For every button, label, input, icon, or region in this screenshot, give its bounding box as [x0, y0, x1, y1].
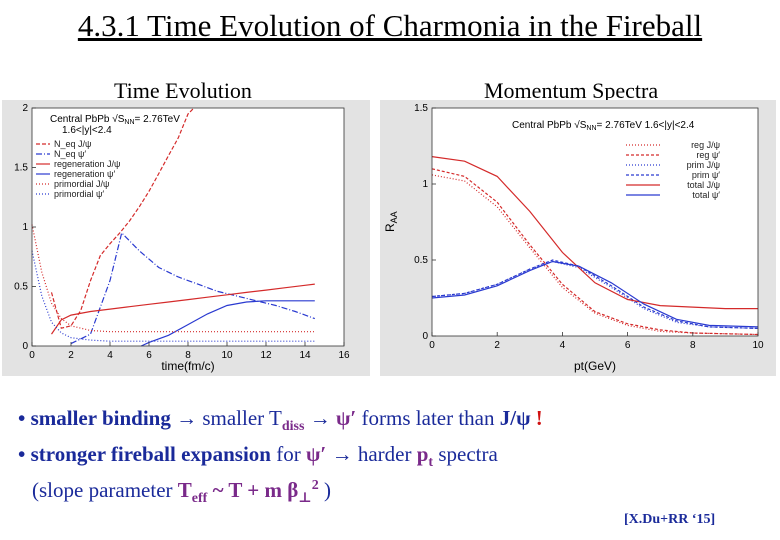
- bullet-binding: • smaller binding → smaller Tdiss → ψ′ f…: [18, 406, 543, 435]
- slide-title: 4.3.1 Time Evolution of Charmonia in the…: [77, 8, 703, 43]
- legend-label-2: regeneration J/ψ: [54, 159, 120, 169]
- legend-label-1: reg ψ′: [696, 150, 720, 160]
- legend-header: Central PbPb √SNN= 2.76TeV: [50, 113, 180, 126]
- time-evolution-panel: 0 2 4 6 8 10 12 14 16 0 0.5 1 1.5 2 time(fm/c) Centra…: [2, 100, 370, 376]
- x-tick-label: 4: [560, 340, 566, 351]
- series-line-2: [51, 283, 315, 335]
- series-line-5: [31, 250, 315, 342]
- x-tick-label: 8: [690, 340, 696, 351]
- x-tick-label: 8: [185, 350, 191, 361]
- series-line-4: [431, 156, 758, 310]
- series-line-3: [431, 259, 759, 329]
- y-tick-label: 1.5: [414, 103, 428, 114]
- momentum-spectra-chart: 0 2 4 6 8 10 0 0.5 1 1.5 RAA pt(GeV) Central PbPb…: [383, 103, 764, 373]
- time-evolution-chart: 0 2 4 6 8 10 12 14 16 0 0.5 1 1.5 2 time(fm/c) Centra…: [14, 103, 350, 373]
- x-tick-label: 6: [146, 350, 152, 361]
- x-tick-label: 0: [29, 350, 35, 361]
- x-tick-label: 0: [429, 340, 435, 351]
- x-axis-label: pt(GeV): [574, 359, 616, 373]
- x-tick-label: 12: [260, 350, 272, 361]
- legend-label-5: total ψ′: [692, 190, 720, 200]
- series-line-0: [50, 107, 195, 329]
- legend-label-5: primordial ψ′: [54, 189, 104, 199]
- reference-citation: [X.Du+RR ‘15]: [624, 512, 716, 527]
- x-tick-label: 4: [107, 350, 113, 361]
- legend-label-0: reg J/ψ: [691, 140, 720, 150]
- y-tick-label: 1.5: [14, 163, 28, 174]
- y-tick-label: 0.5: [414, 255, 428, 266]
- x-tick-label: 2: [494, 340, 500, 351]
- series-line-5: [431, 260, 759, 328]
- y-tick-label: 1: [22, 222, 28, 233]
- y-tick-label: 2: [22, 103, 28, 114]
- bullet-slope-parameter: (slope parameter Teff ~ T + m β⊥2 ): [32, 478, 331, 507]
- bullet-expansion: • stronger fireball expansion for ψ′ → h…: [18, 442, 498, 471]
- legend-header-rapidity: 1.6<|y|<2.4: [62, 125, 112, 136]
- legend-label-2: prim J/ψ: [687, 160, 720, 170]
- momentum-spectra-panel: 0 2 4 6 8 10 0 0.5 1 1.5 RAA pt(GeV) Central PbPb…: [380, 100, 776, 376]
- y-axis-label: RAA: [383, 211, 399, 232]
- series-line-1: [431, 168, 759, 336]
- y-tick-label: 1: [422, 179, 428, 190]
- legend-label-3: prim ψ′: [692, 170, 720, 180]
- series-line-1: [70, 231, 316, 345]
- legend-label-0: N_eq J/ψ: [54, 139, 91, 149]
- legend-header: Central PbPb √SNN= 2.76TeV 1.6<|y|<2.4: [512, 119, 695, 132]
- legend-label-3: regeneration ψ′: [54, 169, 115, 179]
- plot-area: [32, 108, 344, 346]
- x-tick-label: 14: [299, 350, 311, 361]
- y-tick-label: 0.5: [14, 282, 28, 293]
- y-tick-label: 0: [22, 341, 28, 352]
- x-tick-label: 6: [625, 340, 631, 351]
- legend-label-1: N_eq ψ′: [54, 149, 86, 159]
- x-tick-label: 16: [338, 350, 350, 361]
- y-tick-label: 0: [422, 331, 428, 342]
- plot-area: [432, 108, 758, 336]
- right-plot-heading: Momentum Spectra: [484, 78, 659, 103]
- left-plot-heading: Time Evolution: [114, 78, 252, 103]
- x-tick-label: 10: [221, 350, 233, 361]
- x-axis-label: time(fm/c): [161, 359, 214, 373]
- series-line-3: [140, 300, 315, 347]
- legend-label-4: primordial J/ψ: [54, 179, 109, 189]
- legend-label-4: total J/ψ: [687, 180, 720, 190]
- x-tick-label: 10: [752, 340, 764, 351]
- x-tick-label: 2: [68, 350, 74, 361]
- axes-frame: [431, 107, 759, 337]
